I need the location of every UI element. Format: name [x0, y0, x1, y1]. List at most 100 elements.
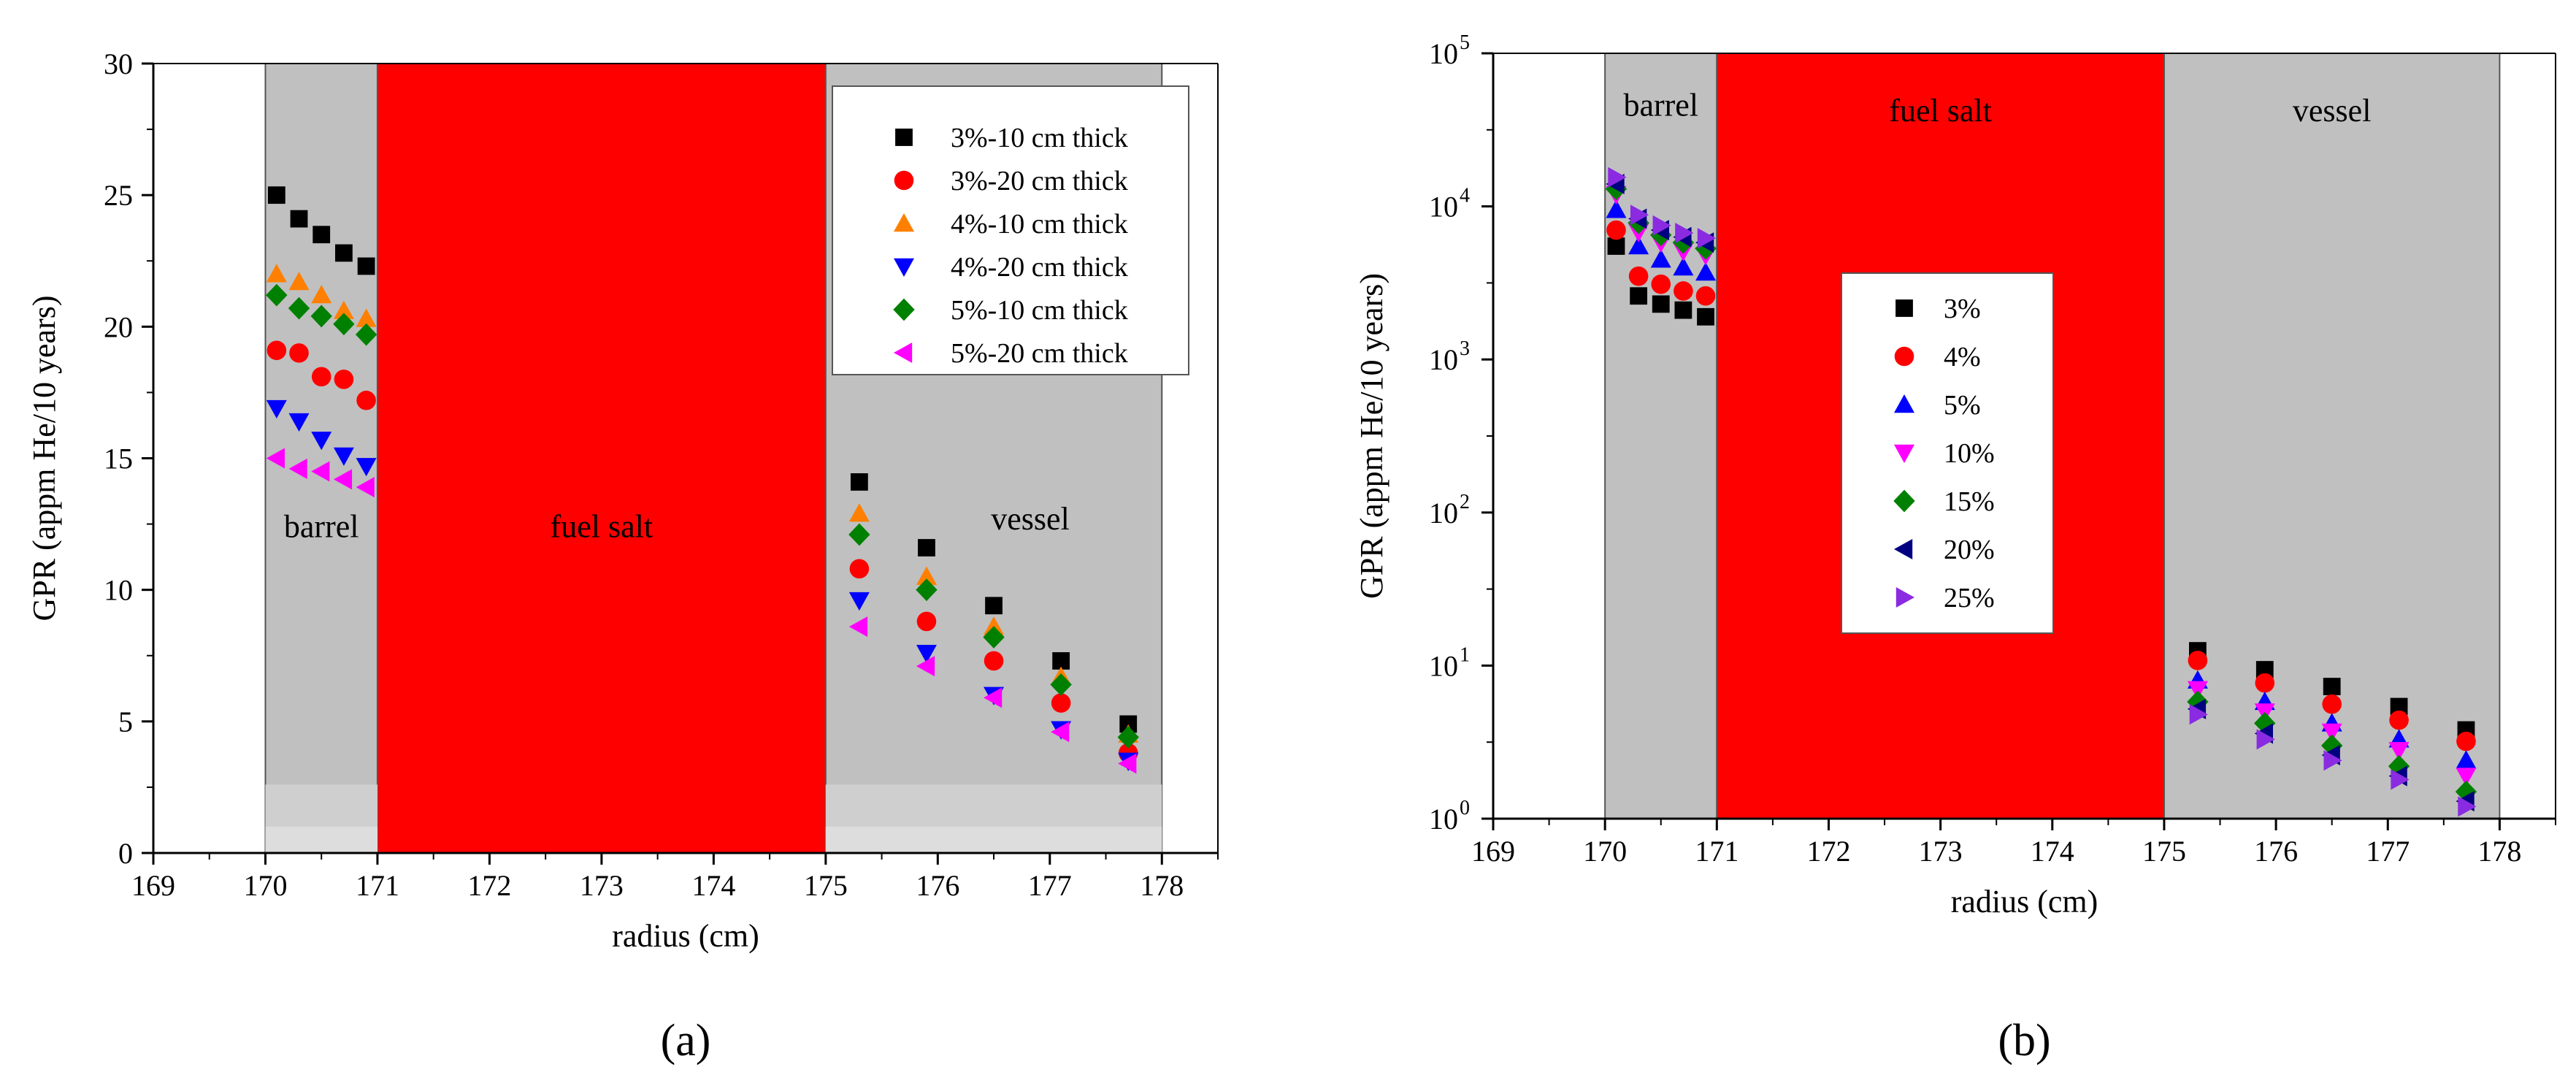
y-tick-label: 10 — [104, 574, 133, 607]
data-point — [848, 616, 868, 638]
data-point — [333, 313, 355, 336]
legend-label: 15% — [1944, 486, 1995, 517]
x-tick-label: 170 — [1583, 835, 1627, 868]
legend-label: 25% — [1944, 583, 1995, 613]
data-point — [2321, 723, 2342, 742]
data-point — [1673, 257, 1694, 276]
data-point — [288, 413, 310, 432]
data-point — [2455, 780, 2477, 803]
y-tick-label: 5 — [118, 705, 133, 738]
legend-marker — [895, 129, 913, 146]
data-point — [985, 597, 1003, 615]
x-tick-label: 176 — [916, 869, 959, 902]
y-tick-base: 10 — [1429, 497, 1458, 529]
data-point — [288, 272, 310, 291]
data-point — [1697, 228, 1716, 249]
data-point — [1051, 693, 1071, 713]
y-tick-exponent: 2 — [1460, 491, 1470, 513]
data-point — [1050, 673, 1072, 696]
legend-label: 4%-10 cm thick — [951, 209, 1128, 240]
chart-panel-b: barrel fuel salt vessel 169 170 171 172 173 174 1… — [1354, 31, 2556, 1066]
legend-label: 4%-20 cm thick — [951, 252, 1128, 283]
x-tick-label: 173 — [580, 869, 624, 902]
data-point — [1628, 266, 1649, 286]
legend-marker — [1893, 489, 1915, 513]
legend: 3% 4% 5% 10% 15% 20% 25% — [1841, 272, 2054, 634]
data-point — [266, 399, 287, 419]
data-point — [311, 432, 332, 451]
x-axis-title: radius (cm) — [612, 918, 759, 954]
data-point — [313, 226, 331, 244]
data-point — [267, 340, 287, 361]
y-tick-label: 15 — [104, 443, 133, 475]
data-point — [311, 461, 330, 482]
x-tick-label: 170 — [243, 869, 287, 902]
y-tick-base: 10 — [1429, 37, 1458, 70]
y-tick-label: 25 — [104, 179, 133, 212]
data-point — [1675, 223, 1694, 244]
data-point — [333, 447, 354, 466]
y-axis-title: GPR (appm He/10 years) — [1354, 273, 1389, 599]
legend-marker — [894, 258, 914, 277]
y-tick-exponent: 0 — [1460, 797, 1470, 819]
data-point — [2187, 681, 2208, 700]
data-point — [1628, 236, 1649, 255]
data-point — [311, 367, 331, 387]
legend-marker — [893, 298, 915, 321]
y-tick-base: 10 — [1429, 191, 1458, 223]
x-tick-label: 173 — [1919, 835, 1963, 868]
data-point — [850, 473, 868, 491]
data-point — [266, 264, 287, 283]
legend-marker — [1894, 539, 1913, 559]
x-tick-label: 174 — [691, 869, 735, 902]
legend-label: 5% — [1944, 390, 1981, 421]
y-tick-label: 10 — [1429, 37, 1458, 70]
x-tick-label: 169 — [1471, 835, 1515, 868]
data-point — [984, 651, 1004, 671]
data-point — [1630, 204, 1649, 226]
legend-marker — [894, 170, 914, 191]
y-tick-label: 10 — [1429, 497, 1458, 529]
region-light-band — [265, 826, 377, 853]
data-point — [266, 448, 285, 469]
data-point — [288, 458, 307, 479]
data-point — [2189, 704, 2208, 725]
data-point — [1051, 722, 1070, 743]
data-point — [1630, 287, 1648, 305]
data-point — [848, 503, 870, 522]
x-tick-label: 178 — [1140, 869, 1184, 902]
data-point — [1695, 262, 1716, 281]
x-tick-label: 177 — [2366, 835, 2410, 868]
data-point — [1650, 249, 1671, 268]
y-tick-label: 20 — [104, 310, 133, 343]
series-5-10-cm-thick — [266, 283, 1139, 749]
x-tick-label: 178 — [2477, 835, 2521, 868]
legend-label: 3%-10 cm thick — [951, 123, 1128, 153]
data-point — [2456, 768, 2477, 787]
data-point — [1652, 295, 1670, 313]
y-tick-label: 10 — [1429, 191, 1458, 223]
data-point — [2255, 673, 2275, 693]
y-tick-label: 10 — [1429, 343, 1458, 376]
legend: 3%-10 cm thick 3%-20 cm thick 4%-10 cm thi… — [832, 85, 1189, 375]
data-point — [2188, 651, 2208, 670]
x-tick-label: 175 — [804, 869, 848, 902]
data-point — [2255, 661, 2274, 678]
data-point — [2323, 750, 2342, 771]
legend-marker — [894, 343, 913, 363]
y-tick-exponent: 1 — [1460, 643, 1470, 666]
y-tick-exponent: 5 — [1460, 31, 1470, 54]
series-3-10-cm-thick — [267, 186, 1138, 733]
panel-label: (b) — [1998, 1016, 2050, 1066]
data-point — [2389, 710, 2409, 730]
data-point — [1606, 199, 1627, 218]
legend-marker — [1894, 444, 1914, 463]
legend-marker — [1895, 587, 1914, 608]
data-point — [1674, 281, 1693, 301]
series-5-20-cm-thick — [266, 448, 1137, 774]
data-point — [2391, 769, 2410, 790]
data-point — [918, 539, 935, 556]
data-point — [2323, 678, 2341, 695]
data-point — [848, 523, 870, 546]
legend-box — [832, 85, 1189, 375]
